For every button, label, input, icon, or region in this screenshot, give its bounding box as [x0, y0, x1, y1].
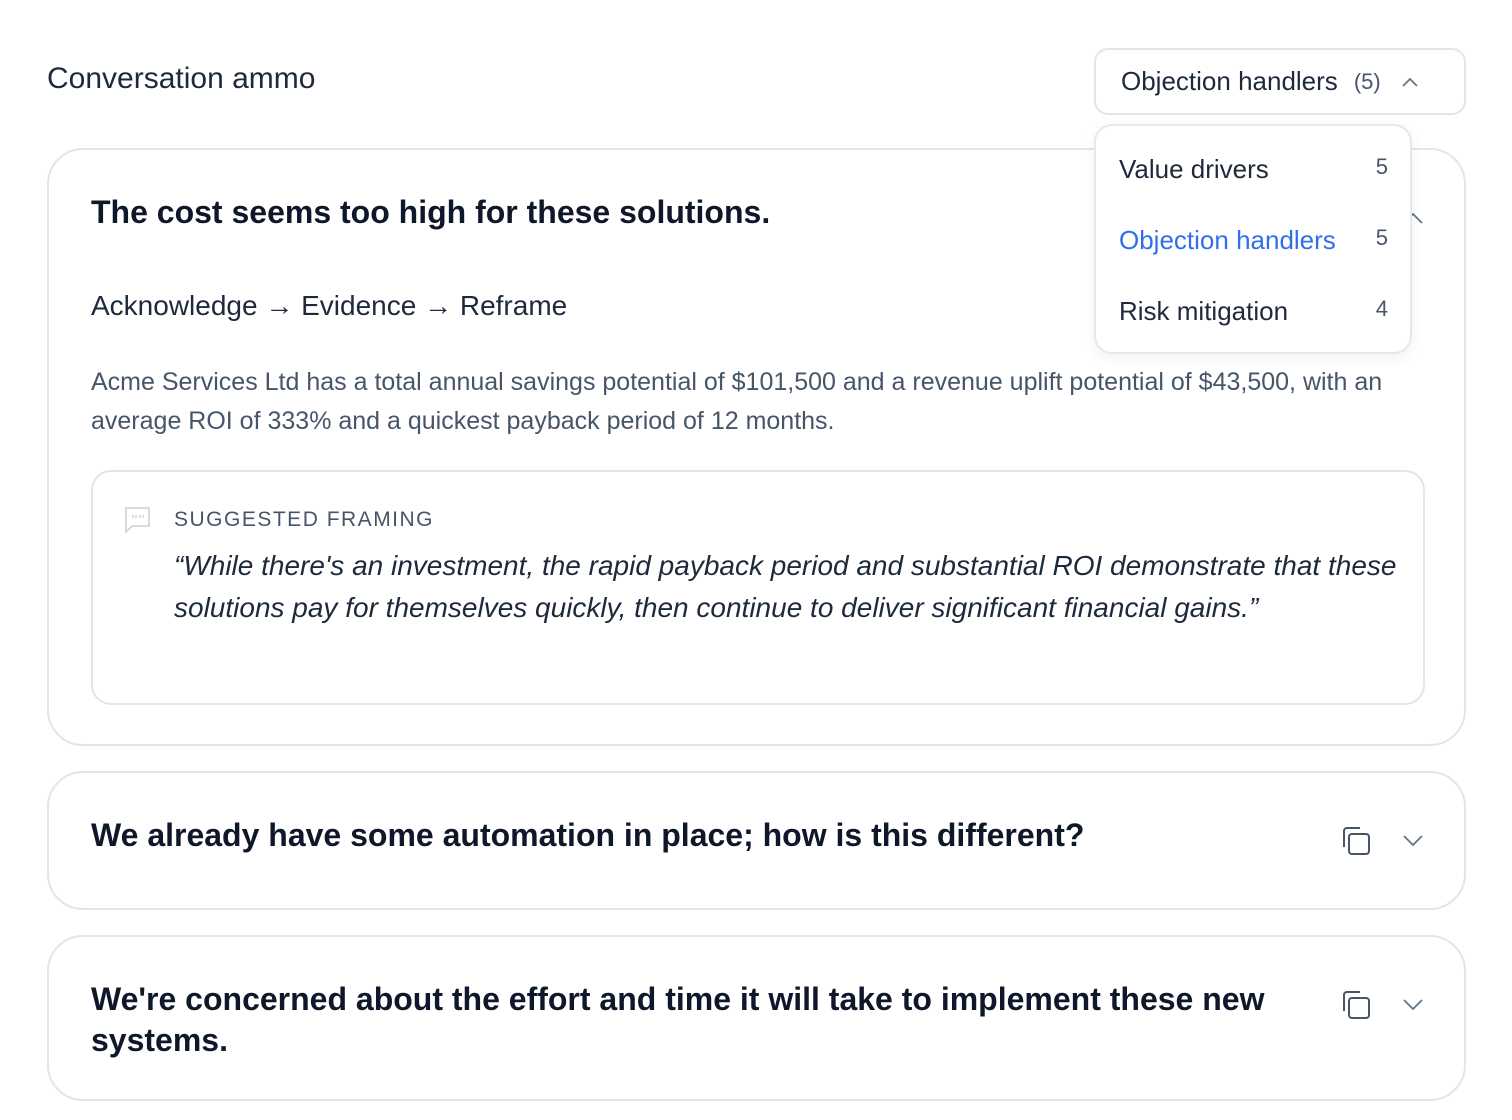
- section-title: Conversation ammo: [47, 62, 316, 95]
- menu-item-label: Value drivers: [1119, 154, 1269, 184]
- chevron-down-icon[interactable]: [1402, 834, 1424, 848]
- card-title[interactable]: We already have some automation in place…: [91, 817, 1085, 853]
- card-actions: [1340, 989, 1424, 1021]
- dropdown-count: (5): [1353, 68, 1381, 94]
- framing-label: SUGGESTED FRAMING: [174, 508, 435, 531]
- chevron-up-icon: [1402, 77, 1418, 87]
- suggested-framing-box: SUGGESTED FRAMING “While there's an inve…: [91, 470, 1425, 705]
- chevron-down-icon[interactable]: [1402, 998, 1424, 1012]
- menu-item-count: 4: [1375, 296, 1388, 321]
- copy-icon[interactable]: [1340, 989, 1372, 1021]
- dropdown-menu: Value drivers 5 Objection handlers 5 Risk …: [1094, 124, 1412, 354]
- menu-item-count: 5: [1375, 225, 1388, 250]
- framing-quote: “While there's an investment, the rapid …: [174, 550, 1397, 623]
- menu-item-count: 5: [1375, 154, 1388, 179]
- menu-item-label: Risk mitigation: [1119, 296, 1289, 326]
- menu-item-objection-handlers[interactable]: Objection handlers 5: [1119, 225, 1388, 256]
- card-body: Acme Services Ltd has a total annual sav…: [91, 368, 1383, 435]
- dropdown-selected-label: Objection handlers: [1121, 66, 1338, 96]
- card-title[interactable]: We're concerned about the effort and tim…: [91, 981, 1265, 1058]
- category-dropdown[interactable]: Objection handlers (5): [1094, 48, 1466, 115]
- menu-item-value-drivers[interactable]: Value drivers 5: [1119, 154, 1388, 185]
- menu-item-label: Objection handlers: [1119, 225, 1336, 255]
- copy-icon[interactable]: [1340, 825, 1372, 857]
- objection-card[interactable]: We're concerned about the effort and tim…: [47, 935, 1466, 1101]
- quote-bubble-icon: [125, 507, 150, 534]
- objection-card[interactable]: We already have some automation in place…: [47, 771, 1466, 910]
- card-title[interactable]: The cost seems too high for these soluti…: [91, 194, 771, 230]
- response-flow: Acknowledge → Evidence → Reframe: [91, 290, 568, 321]
- card-actions: [1340, 825, 1424, 857]
- menu-item-risk-mitigation[interactable]: Risk mitigation 4: [1119, 296, 1388, 327]
